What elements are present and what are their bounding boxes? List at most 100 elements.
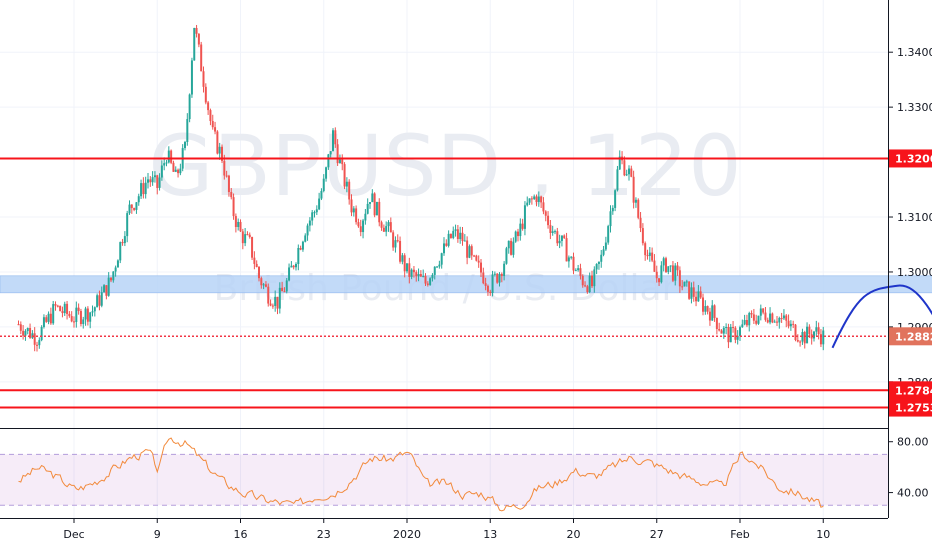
candle-body-down	[542, 202, 545, 212]
time-axis[interactable]: Dec 9 16 23 2020 13 20 27 Feb 10	[0, 518, 888, 541]
candle-body-up	[297, 247, 300, 265]
candle-body-up	[126, 213, 129, 237]
candle-body-up	[748, 313, 751, 326]
candle-body-up	[433, 266, 436, 275]
candle-body-up	[514, 231, 517, 242]
candle-body-down	[399, 240, 402, 262]
candle-body-down	[403, 255, 406, 272]
level-price-tag	[889, 149, 932, 168]
candle-body-up	[801, 332, 804, 342]
candle-body-up	[577, 268, 580, 271]
level-price-tag-label: 1.27846	[895, 384, 932, 397]
candle-body-up	[42, 317, 45, 328]
candle-body-down	[197, 33, 200, 45]
candle-body-down	[530, 198, 533, 200]
candle-body-down	[713, 305, 716, 318]
candle-body-down	[225, 175, 228, 177]
candle-body-up	[147, 179, 149, 183]
candle-body-up	[364, 213, 367, 221]
support-zone-rect	[0, 275, 932, 294]
candle-body-down	[133, 208, 136, 210]
candle-body-down	[766, 319, 769, 323]
candle-body-up	[128, 204, 131, 214]
candle-body-down	[665, 258, 667, 272]
candle-body-down	[792, 323, 795, 325]
candle-body-up	[493, 273, 496, 275]
candle-body-up	[320, 190, 323, 199]
candle-body-up	[244, 234, 247, 244]
candle-body-down	[79, 311, 82, 325]
candle-body-up	[523, 205, 526, 229]
candle-body-down	[623, 160, 626, 176]
candle-body-up	[295, 264, 297, 268]
price-tick-label: 1.34000	[897, 46, 932, 59]
candle-body-up	[417, 274, 420, 277]
candle-body-down	[480, 262, 482, 273]
candle-body-down	[477, 260, 480, 263]
candle-body-down	[241, 231, 244, 244]
candle-body-up	[114, 267, 117, 272]
candle-body-down	[195, 27, 198, 34]
candle-body-up	[454, 229, 457, 231]
candle-body-down	[681, 286, 684, 288]
candle-body-down	[630, 168, 633, 177]
time-tick-label: 2020	[393, 528, 421, 541]
candle-body-down	[796, 340, 799, 342]
candle-body-up	[304, 235, 307, 242]
candle-body-up	[385, 226, 388, 232]
candle-body-up	[468, 246, 471, 258]
candle-body-up	[38, 340, 41, 346]
candle-body-up	[116, 260, 119, 268]
candle-body-up	[218, 146, 221, 154]
price-axis[interactable]: 1.340001.330001.310001.300001.290001.280…	[888, 0, 932, 518]
candle-body-up	[369, 202, 371, 204]
watermark-symbol: GBPUSD , 120	[148, 117, 741, 215]
candle-body-up	[436, 266, 439, 268]
candle-body-down	[780, 317, 783, 319]
candle-body-up	[725, 326, 728, 328]
level-price-tag-label: 1.32066	[895, 152, 932, 165]
candle-body-down	[658, 278, 661, 283]
candle-body-up	[537, 196, 540, 202]
candle-body-up	[47, 313, 50, 322]
candle-body-up	[739, 327, 741, 336]
candle-body-down	[734, 327, 737, 340]
candle-body-up	[422, 276, 425, 278]
candle-body-down	[281, 287, 284, 292]
candle-body-down	[177, 169, 180, 174]
candle-body-up	[528, 198, 531, 203]
candle-body-up	[447, 233, 450, 246]
candle-body-down	[803, 332, 806, 344]
candle-body-up	[741, 324, 744, 328]
main-grid	[0, 0, 888, 518]
candle-body-up	[103, 285, 106, 293]
candle-body-up	[759, 308, 762, 316]
candle-body-down	[810, 334, 813, 339]
candle-body-down	[715, 317, 718, 329]
candle-body-up	[362, 220, 365, 233]
candle-body-down	[708, 311, 711, 321]
time-tick-label: Feb	[730, 528, 749, 541]
candle-body-down	[211, 121, 214, 128]
price-series	[17, 24, 825, 352]
candle-body-up	[588, 275, 591, 293]
candle-body-up	[614, 190, 617, 208]
candle-body-down	[563, 235, 566, 239]
candle-body-down	[424, 276, 427, 284]
support-zone	[0, 275, 932, 294]
candle-body-down	[214, 127, 217, 132]
candle-body-up	[306, 225, 309, 236]
candle-body-up	[491, 274, 494, 294]
candle-body-up	[463, 240, 466, 242]
candle-body-up	[648, 252, 651, 256]
candle-body-down	[77, 307, 80, 312]
candle-body-down	[412, 269, 415, 273]
price-axis-ticks: 1.340001.330001.310001.300001.290001.280…	[888, 46, 932, 417]
candle-body-down	[517, 231, 519, 237]
candle-body-up	[711, 305, 714, 321]
candle-body-down	[86, 308, 89, 322]
candle-body-up	[165, 162, 168, 164]
candle-body-up	[729, 326, 732, 343]
time-axis-ticks: Dec 9 16 23 2020 13 20 27 Feb 10	[63, 518, 830, 541]
candle-body-up	[179, 168, 182, 174]
